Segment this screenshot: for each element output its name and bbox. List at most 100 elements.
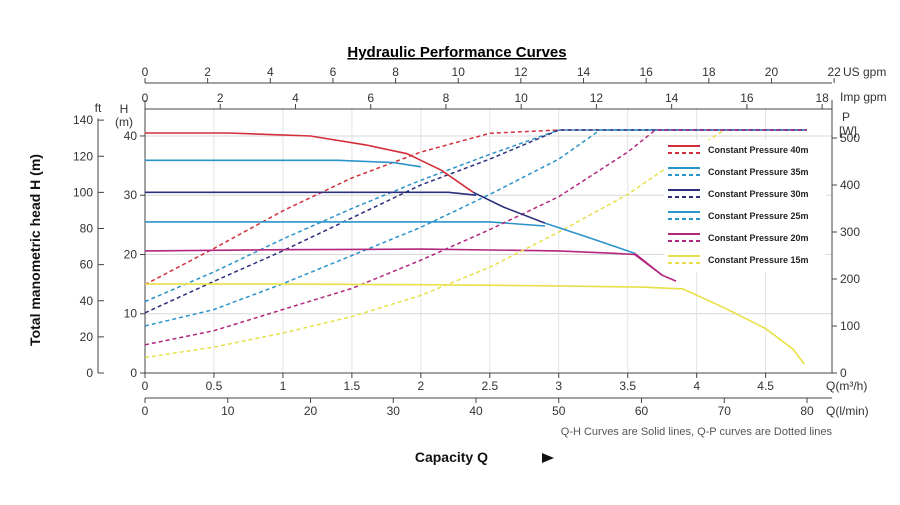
usgpm-tick-label: 10 xyxy=(452,65,466,79)
impgpm-tick-label: 12 xyxy=(590,91,604,105)
usgpm-tick-label: 18 xyxy=(702,65,716,79)
chart-title: Hydraulic Performance Curves xyxy=(347,44,566,61)
ft-axis-title: ft xyxy=(95,101,102,115)
lmin-tick-label: 40 xyxy=(469,404,483,418)
legend-label: Constant Pressure 30m xyxy=(708,189,809,199)
q-tick-label: 0 xyxy=(142,379,149,393)
impgpm-tick-label: 0 xyxy=(142,91,149,105)
lmin-axis-title: Q(l/min) xyxy=(826,404,869,418)
qp-curve-6 xyxy=(144,129,725,359)
x-axis-arrow-icon xyxy=(542,453,554,463)
ft-tick-label: 0 xyxy=(86,366,93,380)
lmin-tick-label: 80 xyxy=(800,404,814,418)
usgpm-tick-label: 20 xyxy=(765,65,779,79)
lmin-tick-label: 60 xyxy=(635,404,649,418)
legend-label: Constant Pressure 25m xyxy=(708,211,809,221)
qh-curve-4 xyxy=(145,221,546,227)
impgpm-tick-label: 6 xyxy=(367,91,374,105)
usgpm-tick-label: 0 xyxy=(142,65,149,79)
impgpm-tick-label: 4 xyxy=(292,91,299,105)
impgpm-tick-label: 10 xyxy=(515,91,529,105)
qh-curve-2 xyxy=(145,159,421,168)
qh-curve-6 xyxy=(145,283,805,365)
legend-box xyxy=(664,140,826,272)
qp-curve-5 xyxy=(144,129,807,346)
p-tick-label: 0 xyxy=(840,366,847,380)
qh-curve-1 xyxy=(145,132,422,162)
usgpm-tick-label: 4 xyxy=(267,65,274,79)
h-tick-label: 0 xyxy=(130,366,137,380)
h-axis-title: H xyxy=(120,102,129,116)
lmin-tick-label: 50 xyxy=(552,404,566,418)
axes: 010203040H(m)020406080100120140ft0100200… xyxy=(73,65,887,418)
p-tick-label: 300 xyxy=(840,225,860,239)
envelope-segment-4 xyxy=(634,252,677,282)
qp-curve-2 xyxy=(144,129,807,303)
ft-tick-label: 40 xyxy=(80,294,94,308)
q-axis-title: Q(m³/h) xyxy=(826,379,867,393)
lmin-tick-label: 10 xyxy=(221,404,235,418)
q-tick-label: 3 xyxy=(555,379,562,393)
p-tick-label: 400 xyxy=(840,178,860,192)
impgpm-axis-title: Imp gpm xyxy=(840,90,887,104)
q-tick-label: 1 xyxy=(280,379,287,393)
envelope-segment-1 xyxy=(420,159,474,193)
ft-tick-label: 80 xyxy=(80,222,94,236)
impgpm-tick-label: 2 xyxy=(217,91,224,105)
envelope-segment-2 xyxy=(472,191,546,224)
h-axis-unit: (m) xyxy=(115,115,133,129)
envelope-segment-3 xyxy=(544,222,635,255)
q-tick-label: 4.5 xyxy=(757,379,774,393)
ft-tick-label: 120 xyxy=(73,149,93,163)
h-tick-label: 40 xyxy=(124,129,138,143)
ft-tick-label: 140 xyxy=(73,113,93,127)
usgpm-tick-label: 2 xyxy=(204,65,211,79)
usgpm-tick-label: 12 xyxy=(514,65,528,79)
usgpm-tick-label: 22 xyxy=(827,65,841,79)
ft-tick-label: 60 xyxy=(80,258,94,272)
q-tick-label: 3.5 xyxy=(619,379,636,393)
q-tick-label: 0.5 xyxy=(206,379,223,393)
legend-label: Constant Pressure 35m xyxy=(708,167,809,177)
impgpm-tick-label: 16 xyxy=(740,91,754,105)
usgpm-tick-label: 16 xyxy=(639,65,653,79)
lmin-tick-label: 20 xyxy=(304,404,318,418)
usgpm-tick-label: 8 xyxy=(392,65,399,79)
usgpm-tick-label: 6 xyxy=(330,65,337,79)
chart-note: Q-H Curves are Solid lines, Q-P curves a… xyxy=(561,426,833,438)
p-tick-label: 200 xyxy=(840,272,860,286)
q-tick-label: 2 xyxy=(417,379,424,393)
qh-curve-5 xyxy=(144,248,663,276)
h-tick-label: 30 xyxy=(124,188,138,202)
qp-curve-1 xyxy=(144,129,807,286)
p-axis-title: P xyxy=(842,110,850,124)
usgpm-tick-label: 14 xyxy=(577,65,591,79)
p-tick-label: 100 xyxy=(840,319,860,333)
q-tick-label: 1.5 xyxy=(344,379,361,393)
legend-label: Constant Pressure 40m xyxy=(708,145,809,155)
q-tick-label: 4 xyxy=(693,379,700,393)
legend: Constant Pressure 40m Constant Pressure 3… xyxy=(664,140,826,272)
h-tick-label: 20 xyxy=(124,247,138,261)
usgpm-axis-title: US gpm xyxy=(843,65,886,79)
legend-label: Constant Pressure 20m xyxy=(708,233,809,243)
impgpm-tick-label: 14 xyxy=(665,91,679,105)
impgpm-tick-label: 18 xyxy=(815,91,829,105)
legend-label: Constant Pressure 15m xyxy=(708,255,809,265)
p-axis-unit: [W] xyxy=(839,124,857,138)
h-tick-label: 10 xyxy=(124,307,138,321)
lmin-tick-label: 30 xyxy=(387,404,401,418)
x-axis-label: Capacity Q xyxy=(415,449,488,465)
qh-curve-3 xyxy=(145,191,477,196)
p-tick-label: 500 xyxy=(840,131,860,145)
series-group xyxy=(144,129,807,365)
ft-tick-label: 100 xyxy=(73,185,93,199)
ft-tick-label: 20 xyxy=(80,330,94,344)
impgpm-tick-label: 8 xyxy=(443,91,450,105)
lmin-tick-label: 70 xyxy=(718,404,732,418)
y-axis-label: Total manometric head H (m) xyxy=(27,154,43,346)
q-tick-label: 2.5 xyxy=(481,379,498,393)
lmin-tick-label: 0 xyxy=(142,404,149,418)
